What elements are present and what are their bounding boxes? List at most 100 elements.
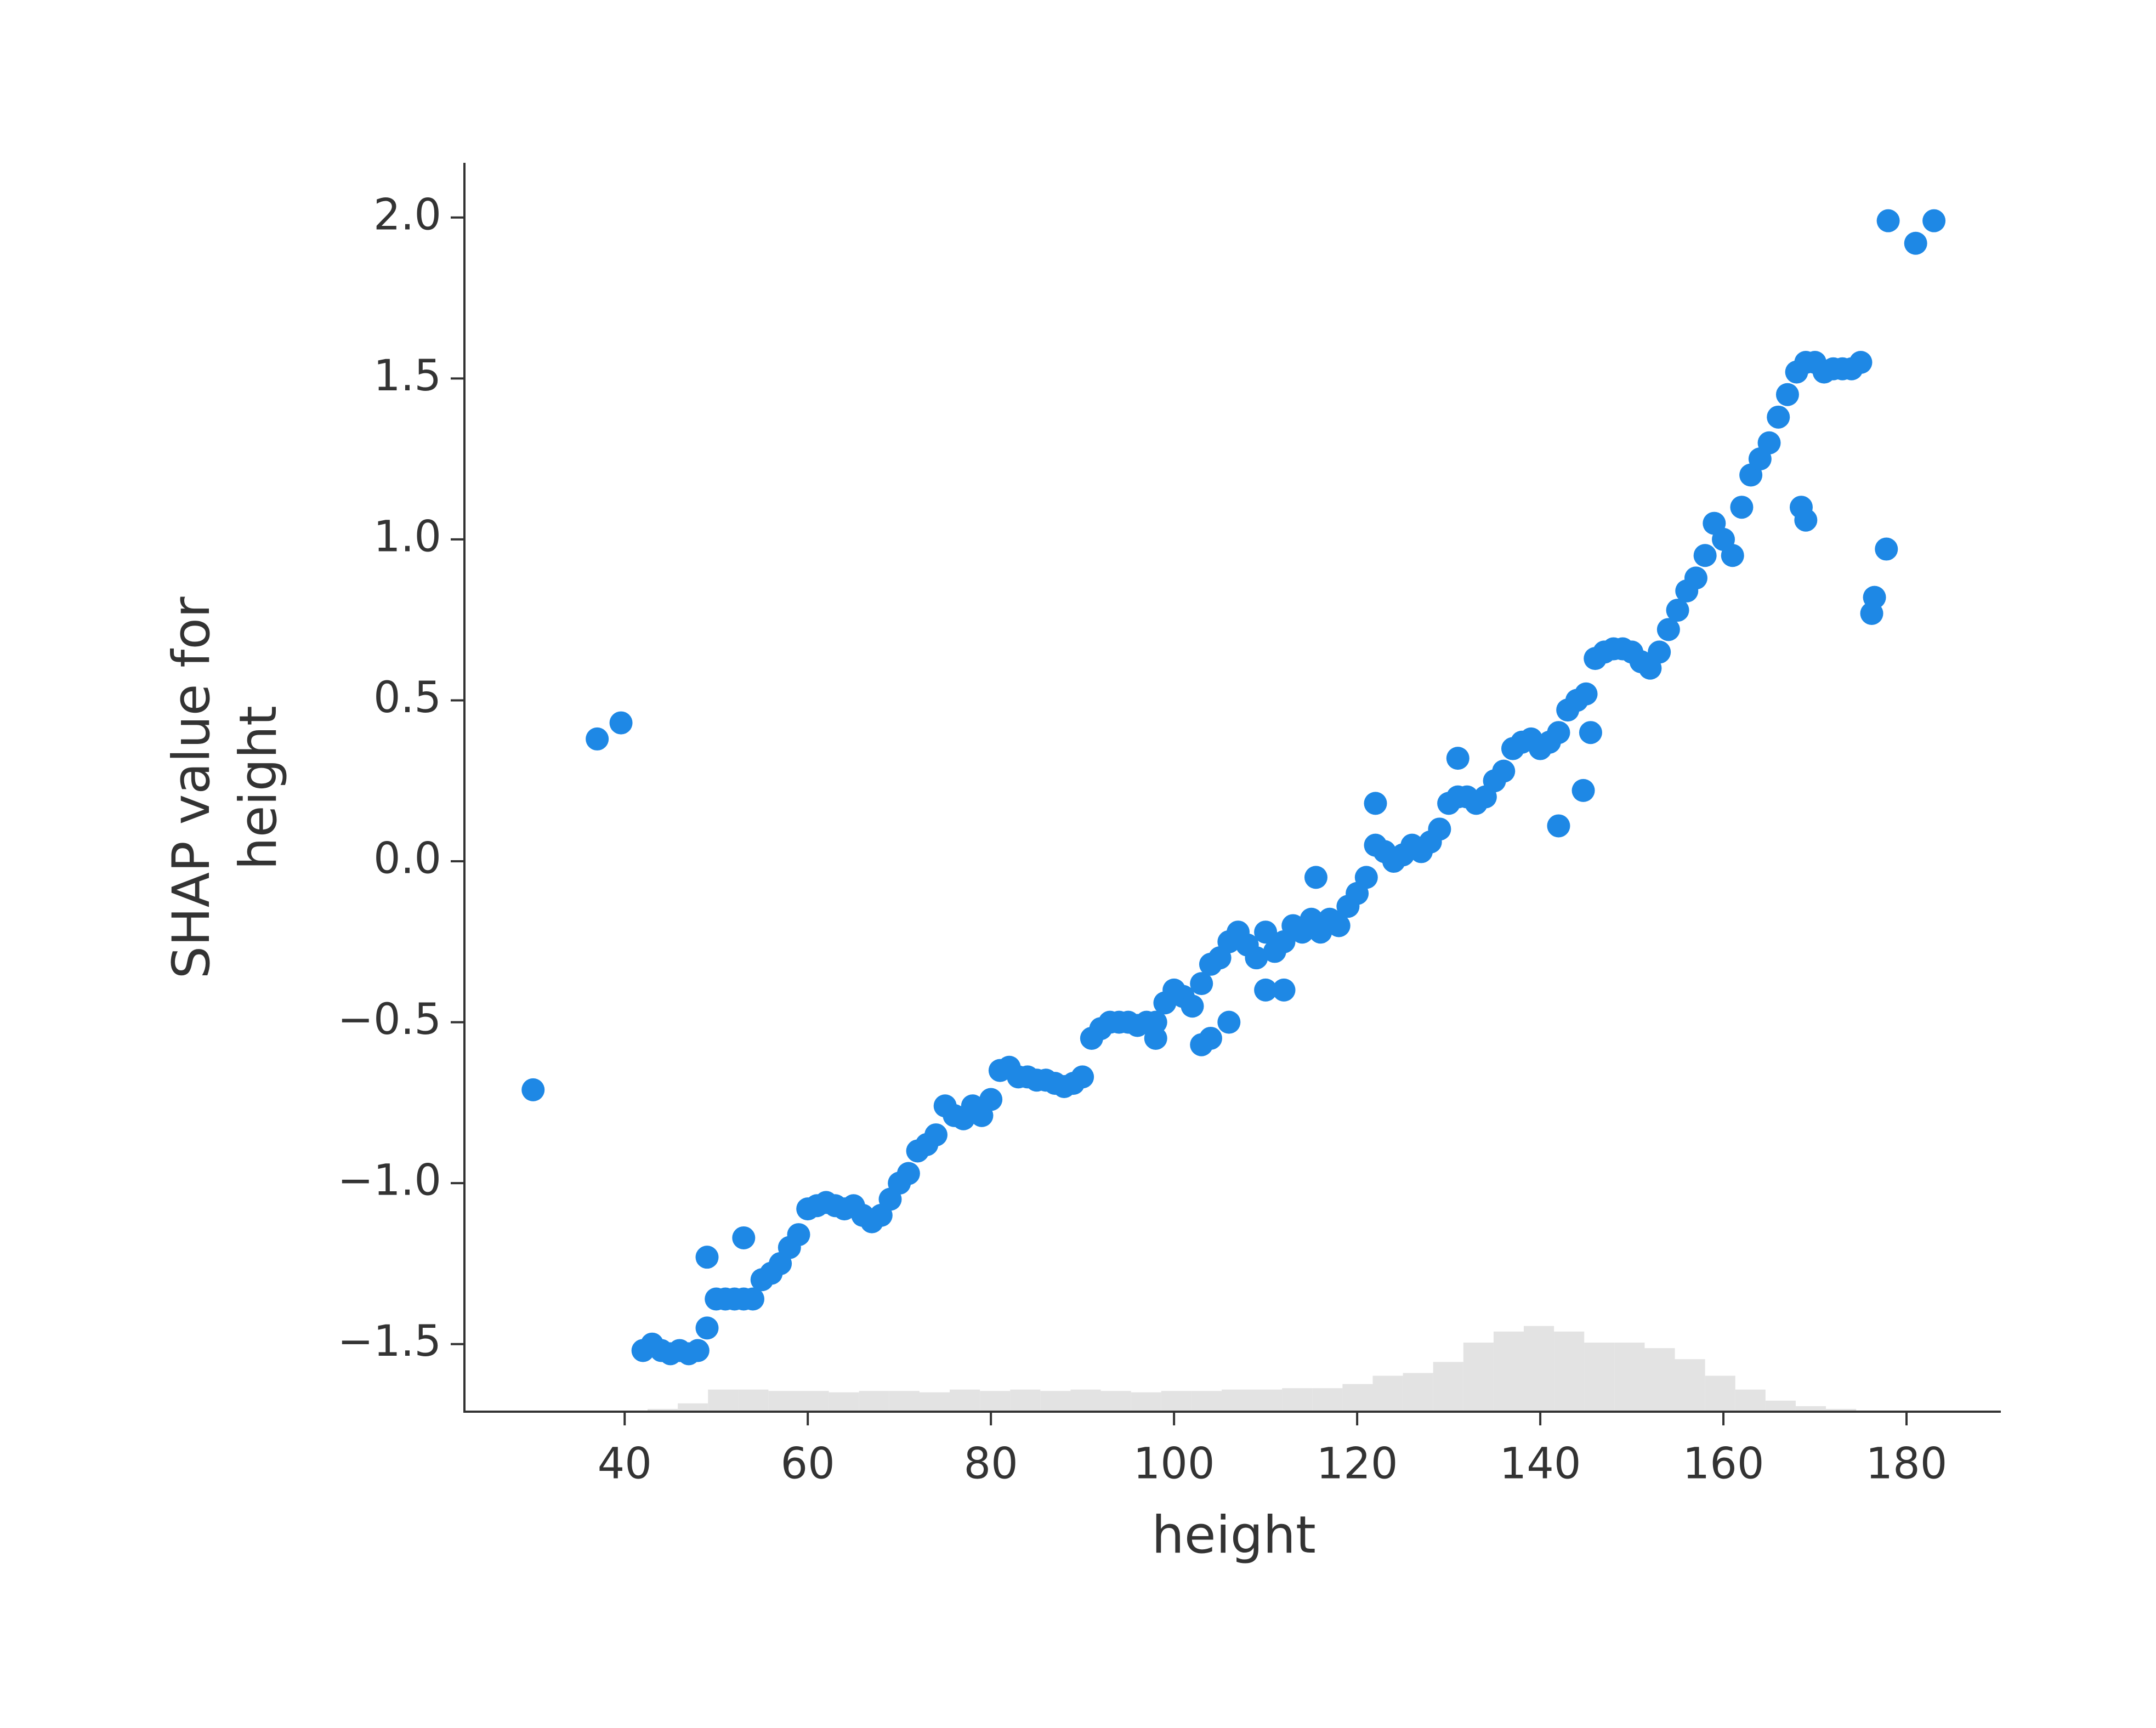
point <box>1693 544 1717 567</box>
point <box>1574 682 1598 706</box>
point <box>1254 978 1278 1002</box>
point <box>732 1226 756 1249</box>
point <box>695 1246 719 1269</box>
histogram-bar <box>678 1403 708 1412</box>
histogram-bar <box>1342 1384 1373 1412</box>
histogram-bar <box>1735 1389 1766 1412</box>
histogram-bar <box>1795 1406 1826 1412</box>
histogram-bar <box>708 1389 739 1412</box>
y-axis-label-line: height <box>229 706 288 870</box>
histogram-bar <box>1765 1400 1796 1412</box>
y-tick-label: −1.0 <box>338 1156 441 1206</box>
x-tick-label: 100 <box>1133 1439 1215 1488</box>
point <box>979 1088 1003 1111</box>
histogram-bar <box>1070 1389 1101 1412</box>
histogram-bar <box>1433 1362 1463 1412</box>
point <box>1904 231 1927 255</box>
y-axis-label: SHAP value for height <box>162 596 288 979</box>
point <box>1492 759 1516 783</box>
point <box>1684 566 1707 590</box>
histogram-bar <box>1463 1343 1494 1412</box>
point <box>521 1078 545 1101</box>
point <box>1190 972 1213 996</box>
histogram-bar <box>1191 1391 1222 1412</box>
histogram-bar <box>1040 1391 1071 1412</box>
histogram-bar <box>1372 1375 1403 1412</box>
point <box>1875 537 1898 561</box>
point <box>924 1123 947 1147</box>
x-tick-label: 60 <box>781 1439 835 1488</box>
point <box>1666 599 1689 622</box>
point <box>586 727 609 751</box>
histogram-bar <box>1614 1343 1645 1412</box>
y-tick-label: 1.5 <box>373 351 441 401</box>
histogram-bar <box>1131 1392 1161 1412</box>
point <box>1428 817 1451 841</box>
point <box>1181 994 1204 1018</box>
point <box>1721 544 1744 567</box>
point <box>1767 405 1790 429</box>
y-tick-label: 0.5 <box>373 673 441 723</box>
histogram-bar <box>1675 1359 1705 1412</box>
histogram-bar <box>1161 1391 1192 1412</box>
histogram-bar <box>768 1391 799 1412</box>
y-tick-label: 2.0 <box>373 190 441 240</box>
point <box>609 711 633 735</box>
point <box>1364 792 1387 815</box>
histogram-bar <box>1524 1326 1554 1412</box>
histogram-bar <box>1705 1375 1735 1412</box>
point <box>1446 747 1470 770</box>
point <box>1860 601 1883 625</box>
y-tick-label: 1.0 <box>373 512 441 561</box>
point <box>1304 866 1327 889</box>
point <box>1190 1033 1213 1056</box>
histogram-bar <box>919 1392 950 1412</box>
histogram-bar <box>829 1392 859 1412</box>
histogram-bar <box>738 1389 769 1412</box>
histogram-bar <box>980 1391 1011 1412</box>
x-tick-label: 80 <box>964 1439 1018 1488</box>
x-tick-label: 180 <box>1866 1439 1948 1488</box>
histogram-bar <box>1493 1331 1524 1412</box>
point <box>1849 351 1873 374</box>
point <box>695 1316 719 1340</box>
point <box>1272 978 1296 1002</box>
point <box>1217 1010 1241 1034</box>
point <box>1876 209 1900 232</box>
histogram-bar <box>1584 1343 1615 1412</box>
point <box>1648 640 1671 664</box>
point <box>1922 209 1946 232</box>
histogram-bar <box>889 1391 920 1412</box>
point <box>686 1339 710 1362</box>
histogram-bar <box>859 1391 889 1412</box>
histogram-bar <box>1554 1331 1585 1412</box>
x-axis-label: height <box>1151 1505 1316 1565</box>
histogram-bar <box>798 1391 829 1412</box>
x-tick-label: 40 <box>598 1439 652 1488</box>
histogram-bar <box>1010 1389 1041 1412</box>
y-tick-label: −0.5 <box>338 995 441 1044</box>
point <box>1254 920 1278 944</box>
histogram-bar <box>1100 1391 1131 1412</box>
point <box>1775 383 1799 406</box>
point <box>1071 1065 1094 1089</box>
histogram-bar <box>1252 1389 1283 1412</box>
y-tick-label: −1.5 <box>338 1317 441 1366</box>
histogram-bar <box>950 1389 980 1412</box>
histogram-bar <box>1403 1373 1433 1412</box>
histogram-bar <box>1221 1389 1252 1412</box>
histogram-bar <box>1644 1348 1675 1412</box>
point <box>1757 431 1781 454</box>
x-tick-label: 120 <box>1317 1439 1398 1488</box>
histogram-bar <box>1282 1388 1313 1412</box>
point <box>1327 914 1351 937</box>
x-tick-label: 140 <box>1500 1439 1581 1488</box>
x-tick-label: 160 <box>1683 1439 1764 1488</box>
point <box>1730 496 1754 519</box>
histogram-bar <box>647 1408 678 1412</box>
y-axis-label-line: SHAP value for <box>162 596 222 979</box>
point <box>1547 814 1570 838</box>
point <box>1354 866 1378 889</box>
point <box>1547 721 1570 744</box>
